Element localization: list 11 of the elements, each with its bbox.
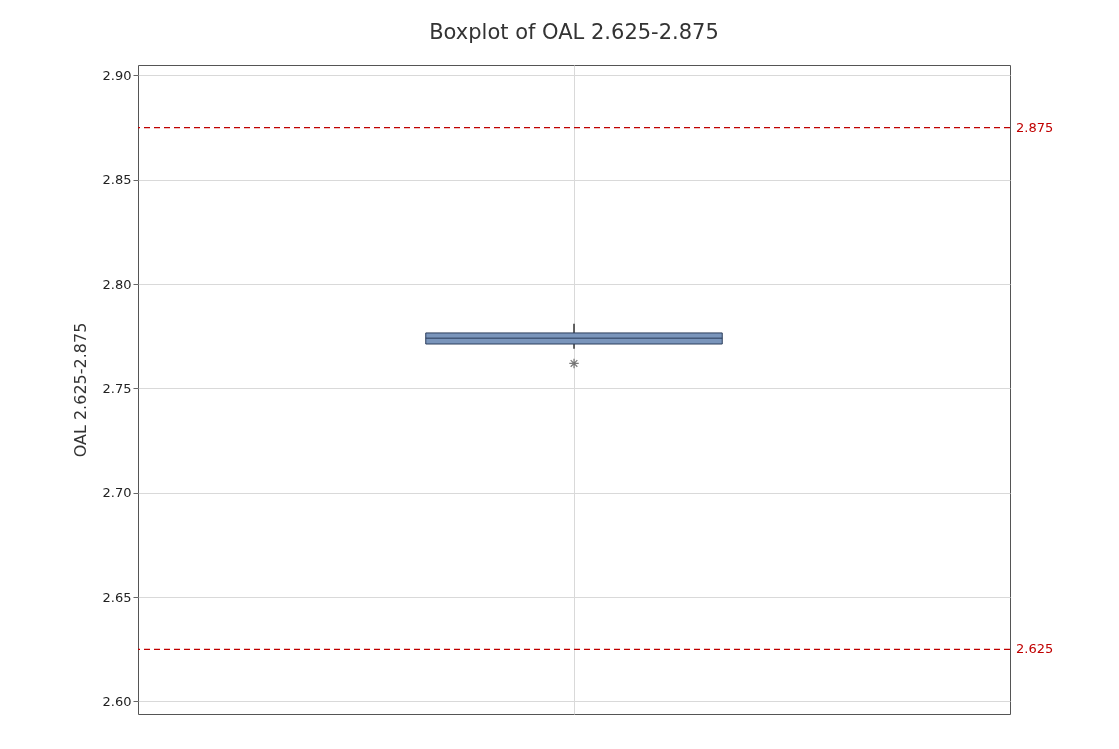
y-tick-label: 2.75 <box>102 380 132 396</box>
y-tick-label: 2.70 <box>102 485 132 501</box>
y-tick-label: 2.65 <box>102 589 132 605</box>
y-tick-label: 2.80 <box>102 276 132 292</box>
y-tick-label: 2.85 <box>102 172 132 188</box>
y-axis-title: OAL 2.625-2.875 <box>70 322 90 458</box>
ref-line-label: 2.875 <box>1016 119 1054 135</box>
chart-title: Boxplot of OAL 2.625-2.875 <box>429 20 719 44</box>
y-tick-label: 2.90 <box>102 67 132 83</box>
y-tick-label: 2.60 <box>102 693 132 709</box>
ref-line-label: 2.625 <box>1016 641 1054 657</box>
